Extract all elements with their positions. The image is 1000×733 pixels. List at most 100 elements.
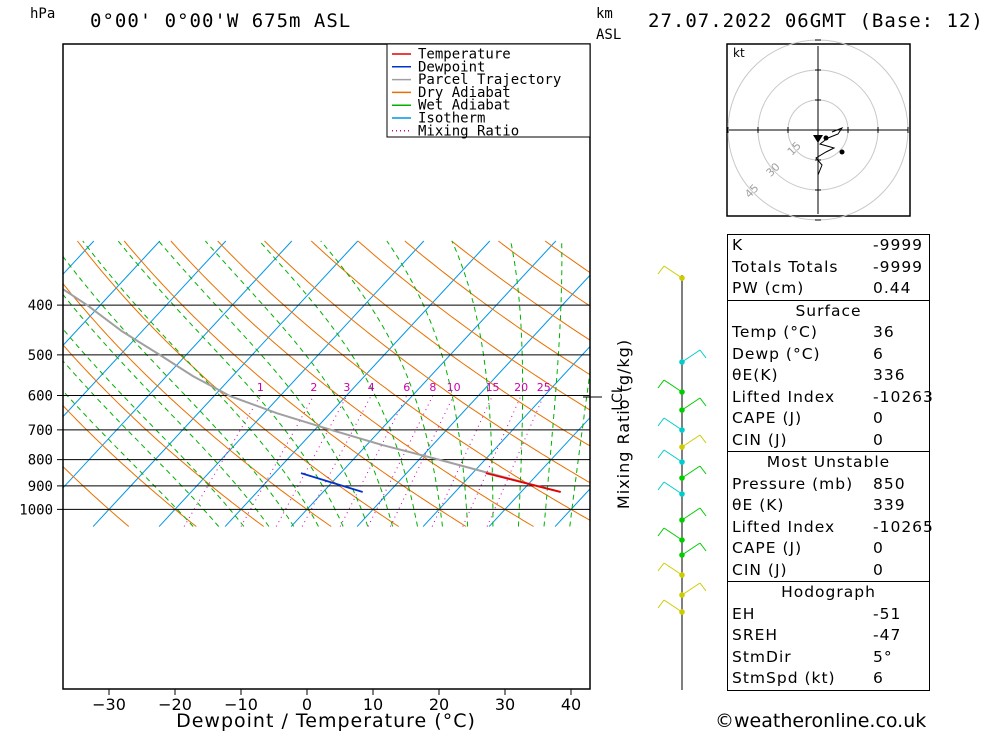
dry-adiabat <box>63 282 332 527</box>
wind-barb-flag <box>699 542 707 552</box>
wind-barb-flag <box>657 599 665 609</box>
mixing-ratio-label: 1 <box>257 381 264 394</box>
legend-label: Isotherm <box>418 111 485 127</box>
isotherm-line <box>422 345 590 527</box>
dry-adiabat <box>919 241 1000 527</box>
mixing-ratio-line <box>183 395 261 527</box>
dry-adiabat <box>217 240 590 521</box>
stat-label: Lifted Index <box>732 387 836 406</box>
stat-row: Lifted Index -10265 <box>728 517 933 539</box>
wind-barb <box>663 449 683 463</box>
hodograph-kt-label: kt <box>733 46 745 60</box>
isotherm-line <box>488 416 590 527</box>
pressure-tick-label: 800 <box>28 453 53 469</box>
pressure-tick-label: 500 <box>28 348 53 364</box>
wind-barb <box>681 434 701 448</box>
stat-value: 336 <box>873 366 906 384</box>
stat-value: 0 <box>873 430 884 449</box>
wet-adiabat <box>259 240 418 527</box>
hodograph-title: Hodograph <box>781 583 876 601</box>
stat-row: EH -51 <box>728 604 929 626</box>
wind-barb <box>681 349 701 363</box>
datetime-title: 27.07.2022 06GMT (Base: 12) <box>648 10 984 32</box>
stat-row: StmSpd (kt) 6 <box>728 668 929 690</box>
legend-label: Parcel Trajectory <box>418 72 561 88</box>
isotherm-line <box>290 240 557 527</box>
wind-barb <box>663 562 683 576</box>
temperature-axis: −30 −20 −10 0 10 20 30 40 <box>92 689 581 714</box>
wind-barb <box>663 599 683 613</box>
hodograph-trace <box>815 126 844 176</box>
indices-section: K -9999 Totals Totals -9999 PW (cm) 0.44 <box>728 235 929 301</box>
stat-label: Dewp (°C) <box>732 344 821 363</box>
mixing-ratio-line <box>339 395 408 527</box>
stat-row: K -9999 <box>728 235 929 257</box>
wind-barb-flag <box>657 562 665 572</box>
wet-adiabat <box>569 368 590 527</box>
stat-label: SREH <box>732 626 779 644</box>
wind-profile <box>657 265 707 690</box>
isotherm-line <box>92 240 359 527</box>
dewpoint-line <box>300 472 363 493</box>
isotherm-line <box>63 240 161 347</box>
wind-barb-flag <box>657 265 665 275</box>
wind-barb-flag <box>699 349 707 359</box>
x-axis-label: Dewpoint / Temperature (°C) <box>176 710 476 732</box>
wind-barb <box>681 397 701 411</box>
pressure-tick-label: 400 <box>28 298 53 314</box>
wet-adiabat <box>451 240 494 527</box>
storm-motion-marker <box>813 135 823 143</box>
temperature-tick-label: 10 <box>363 695 383 714</box>
most-unstable-section: Most Unstable Pressure (mb) 850 θE (K) 339 L… <box>728 452 933 582</box>
stat-label: Pressure (mb) <box>732 474 854 493</box>
stat-label: Totals Totals <box>732 257 839 276</box>
stat-label: CAPE (J) <box>732 539 803 557</box>
dry-adiabat <box>966 241 1000 527</box>
hodograph-point <box>839 149 845 155</box>
wind-barb-flag <box>657 527 665 537</box>
stat-label: StmDir <box>732 647 792 666</box>
stat-label: K <box>732 236 744 254</box>
wet-adiabat <box>82 240 319 527</box>
wind-barb-flag <box>657 481 665 491</box>
mixing-ratio-label: 10 <box>447 381 461 394</box>
pressure-tick-label: 600 <box>28 389 53 405</box>
stat-label: StmSpd (kt) <box>732 669 836 687</box>
wet-adiabat <box>510 240 524 527</box>
hodograph-point <box>823 135 829 141</box>
lcl-label: LCL <box>610 385 626 411</box>
mixing-ratio-label: 8 <box>429 381 436 394</box>
mixing-ratio-line <box>431 395 494 527</box>
temperature-line <box>485 472 561 493</box>
most-unstable-title: Most Unstable <box>766 453 891 471</box>
wind-barb-flag <box>699 465 707 475</box>
wind-barb-flag <box>699 507 707 517</box>
temperature-tick-label: 30 <box>495 695 515 714</box>
dry-adiabat <box>63 465 130 527</box>
stat-row: StmDir 5° <box>728 647 929 669</box>
asl-label: ASL <box>596 27 622 43</box>
stat-value: 0 <box>873 560 884 579</box>
wind-barb <box>663 417 683 431</box>
legend-label: Temperature <box>418 47 511 63</box>
wind-barb-flag <box>657 379 665 389</box>
stat-label: Temp (°C) <box>732 323 818 341</box>
surface-section: Surface Temp (°C) 36 Dewp (°C) 6 θE(K) 336 Lif… <box>728 301 933 452</box>
isotherm-line <box>224 240 491 527</box>
wind-barb <box>681 582 701 596</box>
mixing-ratio-label: 25 <box>537 381 551 394</box>
stat-row: θE (K) 339 <box>728 495 929 517</box>
legend-label: Dewpoint <box>418 59 485 75</box>
stat-row: CAPE (J) 0 <box>728 538 929 560</box>
wet-adiabat <box>386 240 469 527</box>
stat-value: -9999 <box>873 236 924 254</box>
wind-barb <box>681 542 701 556</box>
wet-adiabat <box>63 293 270 527</box>
wind-barb-flag <box>657 417 665 427</box>
hodograph-section: Hodograph EH -51 SREH -47 StmDir 5° StmSpd (kt… <box>728 582 929 690</box>
wet-adiabat <box>543 241 563 527</box>
dry-adiabat <box>404 240 590 376</box>
stat-label: Lifted Index <box>732 517 836 536</box>
